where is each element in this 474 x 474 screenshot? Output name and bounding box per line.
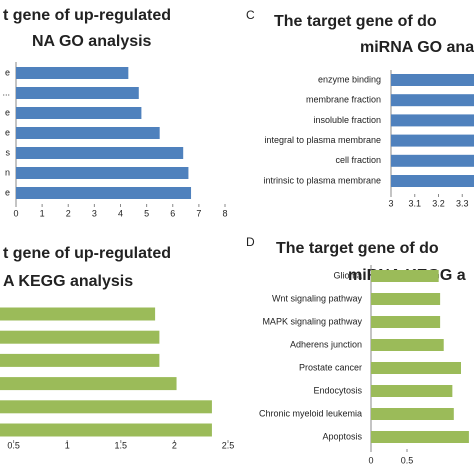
bar (0, 423, 212, 437)
bar (16, 127, 160, 139)
x-tick-label: 5 (144, 208, 149, 218)
x-tick-label: 1.5 (115, 440, 128, 450)
y-tick-label: enzyme binding (318, 74, 381, 84)
y-tick-label: n (5, 167, 10, 177)
bar (16, 87, 139, 99)
x-tick-label: 2.5 (222, 440, 235, 450)
x-tick-label: 2 (172, 440, 177, 450)
x-tick-label: 8 (222, 208, 227, 218)
y-tick-label: e (5, 127, 10, 137)
x-tick-label: 3.2 (432, 198, 445, 208)
panel-label: C (246, 8, 255, 22)
bar (391, 114, 474, 127)
x-tick-label: 3 (388, 198, 393, 208)
bar (371, 362, 461, 374)
x-tick-label: 3.3 (456, 198, 469, 208)
bar (391, 74, 474, 86)
x-tick-label: 0 (368, 455, 373, 465)
x-tick-label: 6 (170, 208, 175, 218)
chart-title: NA GO analysis (32, 33, 152, 50)
y-tick-label: Wnt signaling pathway (272, 293, 363, 303)
y-tick-label: insoluble fraction (313, 115, 381, 125)
y-tick-label: s (6, 147, 11, 157)
y-tick-label: e (5, 187, 10, 197)
bar (0, 377, 177, 391)
bar (16, 67, 129, 79)
bar (16, 187, 192, 199)
x-tick-label: 1 (40, 208, 45, 218)
y-tick-label: Chronic myeloid leukemia (259, 408, 362, 418)
y-tick-label: Glioma (333, 270, 362, 280)
x-tick-label: 7 (196, 208, 201, 218)
bar (371, 339, 444, 351)
chart-title: The target gene of do (276, 240, 439, 257)
chart-title: t gene of up-regulated (3, 245, 171, 262)
y-tick-label: Apoptosis (322, 431, 362, 441)
panel-label: D (246, 235, 255, 249)
x-tick-label: 3.1 (408, 198, 421, 208)
chart-title: A KEGG analysis (3, 273, 133, 290)
bar (371, 408, 454, 420)
y-tick-label: e (5, 107, 10, 117)
y-tick-label: cell fraction (335, 155, 381, 165)
bar (391, 175, 474, 187)
bar (371, 270, 439, 282)
bar (391, 94, 474, 107)
x-tick-label: 0.5 (7, 440, 20, 450)
chart-title: t gene of up-regulated (3, 7, 171, 24)
y-tick-label: membrane fraction (306, 95, 381, 105)
x-tick-label: 0.5 (401, 455, 414, 465)
y-tick-label: ... (2, 87, 10, 97)
bar (391, 134, 474, 147)
y-tick-label: e (5, 67, 10, 77)
chart-title: miRNA GO ana (360, 39, 474, 56)
y-tick-label: Prostate cancer (299, 362, 362, 372)
y-tick-label: Endocytosis (313, 385, 362, 395)
x-tick-label: 1 (65, 440, 70, 450)
y-tick-label: intrinsic to plasma membrane (263, 175, 381, 185)
y-tick-label: Adherens junction (290, 339, 362, 349)
bar (16, 107, 142, 119)
bar (371, 293, 441, 305)
x-tick-label: 2 (66, 208, 71, 218)
bar (0, 330, 160, 344)
bar (16, 167, 189, 179)
bar (0, 400, 212, 414)
bar (16, 147, 184, 159)
bar (0, 307, 156, 321)
x-tick-label: 3 (92, 208, 97, 218)
bar (371, 385, 453, 397)
bar (0, 353, 160, 367)
chart-title: The target gene of do (274, 13, 437, 30)
x-tick-label: 4 (118, 208, 123, 218)
y-tick-label: MAPK signaling pathway (262, 316, 362, 326)
y-tick-label: integral to plasma membrane (264, 135, 381, 145)
bar (391, 154, 474, 167)
bar (371, 431, 469, 443)
bar (371, 316, 441, 328)
x-tick-label: 0 (13, 208, 18, 218)
